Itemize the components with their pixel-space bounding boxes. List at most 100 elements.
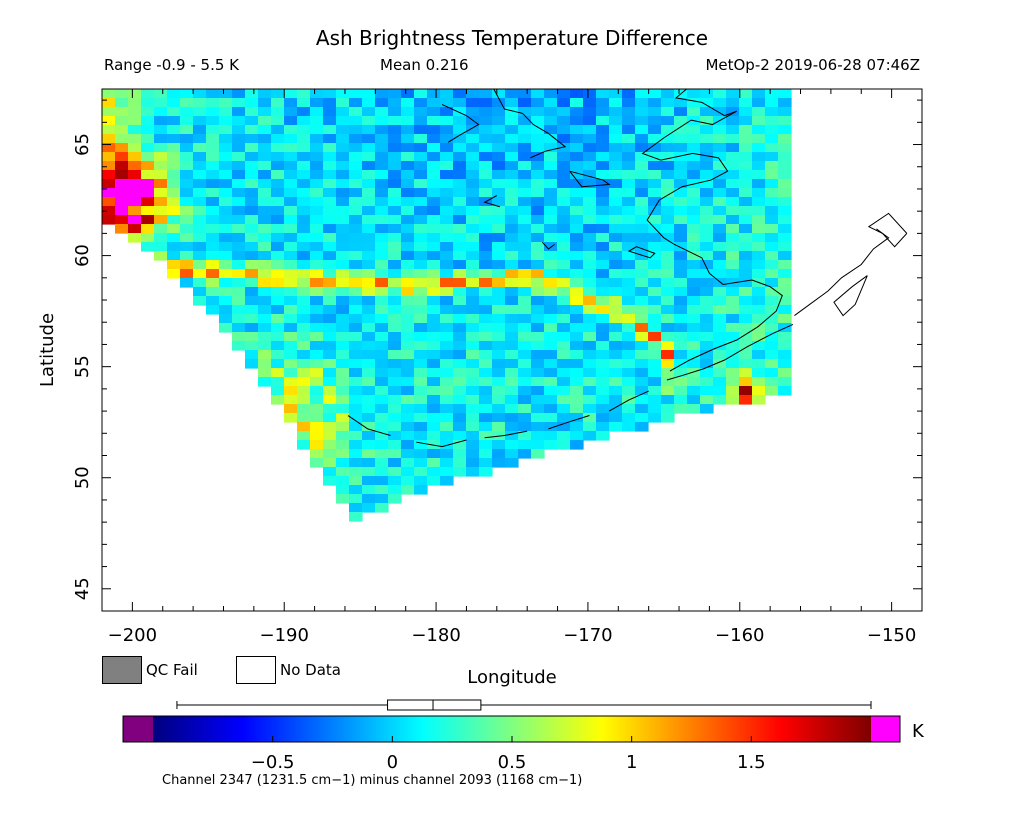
data-cell (271, 89, 285, 99)
data-cell (297, 314, 311, 324)
data-cell (414, 314, 428, 324)
data-cell (440, 377, 454, 387)
data-cell (414, 260, 428, 270)
data-cell (414, 395, 428, 405)
data-cell (466, 125, 480, 135)
data-cell (401, 440, 415, 450)
data-cell (648, 332, 662, 342)
data-cell (544, 152, 558, 162)
data-cell (583, 368, 597, 378)
data-cell (583, 206, 597, 216)
data-cell (687, 107, 701, 117)
data-cell (245, 107, 259, 117)
data-cell (765, 305, 779, 315)
data-cell (765, 314, 779, 324)
data-cell (583, 377, 597, 387)
data-cell (414, 440, 428, 450)
data-cell (180, 179, 194, 189)
data-cell (648, 143, 662, 153)
data-cell (440, 251, 454, 261)
data-cell (284, 179, 298, 189)
data-cell (778, 215, 792, 225)
data-cell (544, 116, 558, 126)
data-cell (635, 251, 649, 261)
data-cell (349, 224, 363, 234)
data-cell (557, 179, 571, 189)
data-cell (778, 197, 792, 207)
data-cell (414, 377, 428, 387)
data-cell (752, 359, 766, 369)
data-cell (414, 206, 428, 216)
data-cell (674, 278, 688, 288)
data-cell (336, 233, 350, 243)
data-cell (570, 170, 584, 180)
data-cell (713, 98, 727, 108)
data-cell (362, 107, 376, 117)
data-cell (414, 134, 428, 144)
data-cell (388, 341, 402, 351)
data-cell (167, 161, 181, 171)
data-cell (154, 89, 168, 99)
data-cell (752, 305, 766, 315)
data-cell (349, 287, 363, 297)
data-cell (635, 395, 649, 405)
data-cell (284, 395, 298, 405)
data-cell (193, 197, 207, 207)
data-cell (492, 278, 506, 288)
data-cell (492, 143, 506, 153)
data-cell (765, 242, 779, 252)
colorbar-under-swatch (123, 716, 153, 742)
data-cell (648, 323, 662, 333)
data-cell (661, 278, 675, 288)
data-cell (258, 170, 272, 180)
data-cell (557, 170, 571, 180)
data-cell (271, 197, 285, 207)
data-cell (713, 215, 727, 225)
data-cell (544, 359, 558, 369)
data-cell (453, 89, 467, 99)
data-cell (726, 260, 740, 270)
data-cell (258, 152, 272, 162)
data-cell (271, 233, 285, 243)
data-cell (726, 377, 740, 387)
data-cell (505, 350, 519, 360)
data-cell (466, 278, 480, 288)
coastline-segment (627, 246, 656, 259)
data-cell (141, 242, 155, 252)
data-cell (167, 143, 181, 153)
data-cell (778, 359, 792, 369)
data-cell (661, 251, 675, 261)
data-cell (310, 386, 324, 396)
data-cell (505, 179, 519, 189)
data-cell (388, 494, 402, 504)
data-cell (544, 413, 558, 423)
data-cell (583, 251, 597, 261)
data-cell (414, 431, 428, 441)
data-cell (453, 323, 467, 333)
data-cell (674, 134, 688, 144)
coastline-segment (416, 439, 467, 448)
colorbar-over-swatch (871, 716, 900, 742)
data-cell (167, 98, 181, 108)
data-cell (141, 197, 155, 207)
data-cell (700, 377, 714, 387)
data-cell (700, 233, 714, 243)
data-cell (375, 215, 389, 225)
data-cell (544, 143, 558, 153)
data-cell (401, 305, 415, 315)
data-cell (427, 305, 441, 315)
data-cell (310, 98, 324, 108)
data-cell (336, 449, 350, 459)
data-cell (531, 305, 545, 315)
data-cell (622, 359, 636, 369)
data-cell (518, 242, 532, 252)
data-cell (401, 467, 415, 477)
data-cell (531, 341, 545, 351)
data-cell (362, 161, 376, 171)
data-cell (557, 161, 571, 171)
data-cell (388, 422, 402, 432)
data-cell (362, 251, 376, 261)
data-cell (518, 260, 532, 270)
data-cell (518, 134, 532, 144)
data-cell (414, 224, 428, 234)
